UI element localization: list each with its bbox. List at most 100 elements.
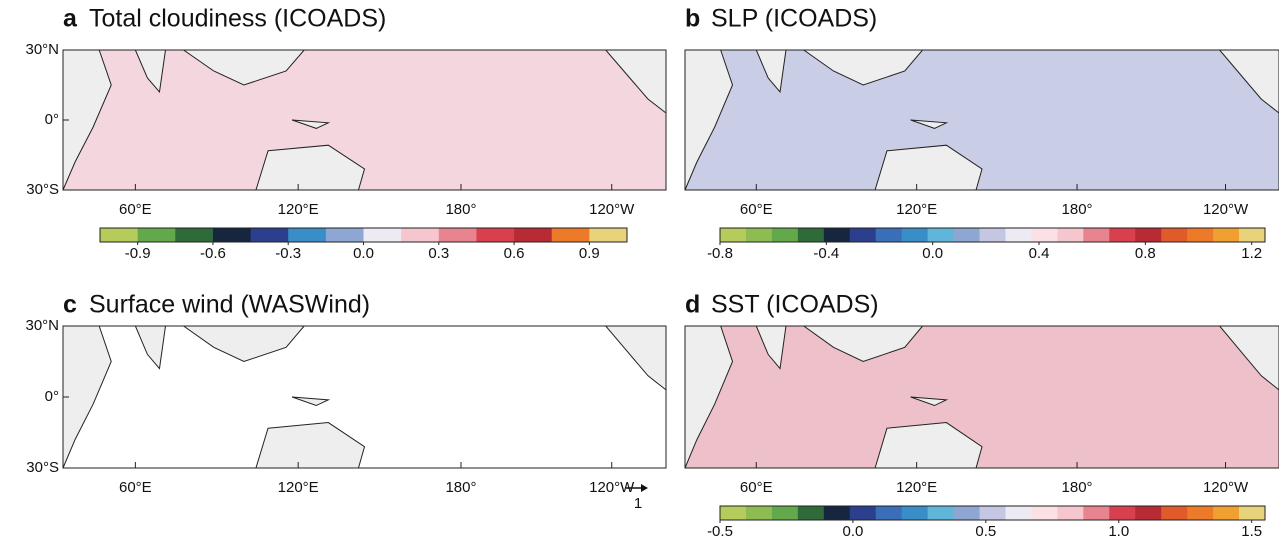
- map: [62, 49, 667, 191]
- ocean: [685, 50, 1279, 190]
- colorbar-cell: [979, 228, 1006, 242]
- land: [910, 119, 949, 129]
- colorbar-cell: [1213, 506, 1240, 520]
- colorbar-frame: [719, 505, 1266, 521]
- panel-letter: c: [63, 291, 77, 319]
- colorbar-label: 0.5: [975, 523, 996, 540]
- colorbar-cell: [589, 228, 628, 242]
- colorbar-cell: [250, 228, 289, 242]
- colorbar-cell: [1005, 228, 1032, 242]
- colorbar-cell: [720, 506, 747, 520]
- colorbar-cell: [1005, 506, 1032, 520]
- colorbar-cell: [849, 506, 877, 520]
- colorbar-cell: [745, 506, 773, 520]
- panel-title: Surface wind (WASWind): [89, 291, 370, 319]
- lon-label: 120°W: [589, 479, 635, 496]
- colorbar-cell: [875, 228, 903, 242]
- colorbar-cell: [901, 506, 929, 520]
- colorbar-cell: [1109, 228, 1136, 242]
- arrow-head: [641, 484, 648, 492]
- colorbar-cell: [1239, 506, 1266, 520]
- colorbar-cell: [953, 506, 981, 520]
- colorbar-cell: [175, 228, 214, 242]
- colorbar-cell: [771, 228, 799, 242]
- colorbar-cell: [1161, 506, 1188, 520]
- ocean: [63, 50, 666, 190]
- lon-label: 120°E: [896, 201, 937, 218]
- colorbar-cell: [100, 228, 139, 242]
- lon-label: 120°W: [589, 201, 635, 218]
- colorbar-cell: [401, 228, 440, 242]
- map: [62, 325, 667, 469]
- colorbar-cell: [551, 228, 590, 242]
- colorbar-cell: [1031, 506, 1058, 520]
- colorbar-label: 1.5: [1241, 523, 1262, 540]
- colorbar-cell: [1057, 506, 1084, 520]
- colorbar-cell: [953, 228, 981, 242]
- colorbar-cell: [1135, 228, 1162, 242]
- lon-label: 120°E: [896, 479, 937, 496]
- colorbar-cell: [1083, 506, 1110, 520]
- colorbar-label: 0.0: [353, 245, 374, 262]
- colorbar-label: 0.3: [428, 245, 449, 262]
- lon-label: 60°E: [119, 479, 152, 496]
- colorbar-cell: [1213, 228, 1240, 242]
- colorbar-cell: [927, 228, 955, 242]
- colorbar-cell: [476, 228, 515, 242]
- lon-label: 60°E: [740, 201, 773, 218]
- colorbar-cell: [1135, 506, 1162, 520]
- colorbar-cell: [212, 228, 252, 242]
- colorbar-cell: [1161, 228, 1188, 242]
- map-frame: [684, 325, 1279, 469]
- colorbar-cell: [720, 228, 747, 242]
- colorbar-label: 0.0: [922, 245, 943, 262]
- colorbar-cell: [875, 506, 903, 520]
- lat-label: 0°: [45, 388, 59, 405]
- colorbar-cell: [1057, 228, 1084, 242]
- land: [255, 422, 366, 469]
- colorbar-label: -0.9: [125, 245, 151, 262]
- colorbar-label: 1.2: [1241, 245, 1262, 262]
- colorbar-label: 0.4: [1029, 245, 1050, 262]
- colorbar-cell: [797, 228, 825, 242]
- land: [874, 144, 983, 191]
- colorbar-frame: [719, 227, 1266, 243]
- lon-label: 180°: [1062, 479, 1093, 496]
- colorbar-cell: [901, 228, 929, 242]
- panel-letter: a: [63, 5, 78, 33]
- colorbar-label: 0.6: [504, 245, 525, 262]
- colorbar-label: 0.0: [842, 523, 863, 540]
- land: [910, 396, 949, 407]
- colorbar-cell: [1239, 228, 1266, 242]
- lon-label: 180°: [445, 479, 476, 496]
- land: [255, 144, 366, 191]
- colorbar-label: -0.8: [707, 245, 733, 262]
- lat-label: 0°: [45, 111, 59, 128]
- ocean: [63, 326, 666, 468]
- panel-letter: b: [685, 5, 700, 33]
- lon-label: 180°: [1062, 201, 1093, 218]
- lat-label: 30°N: [25, 317, 59, 334]
- lat-label: 30°N: [25, 41, 59, 58]
- colorbar-cell: [288, 228, 327, 242]
- lon-label: 180°: [445, 201, 476, 218]
- lon-label: 120°W: [1203, 479, 1249, 496]
- lon-label: 120°E: [278, 201, 319, 218]
- colorbar-cell: [927, 506, 955, 520]
- colorbar-cell: [325, 228, 364, 242]
- panel-title: Total cloudiness (ICOADS): [89, 5, 386, 33]
- colorbar-label: -0.6: [200, 245, 226, 262]
- colorbar-label: -0.4: [813, 245, 839, 262]
- lon-label: 60°E: [119, 201, 152, 218]
- land: [291, 119, 331, 129]
- panel-letter: d: [685, 291, 700, 319]
- colorbar-cell: [514, 228, 553, 242]
- lon-label: 60°E: [740, 479, 773, 496]
- panel-title: SLP (ICOADS): [711, 5, 877, 33]
- colorbar-cell: [797, 506, 825, 520]
- land: [874, 422, 983, 469]
- colorbar-cell: [137, 228, 176, 242]
- map: [684, 325, 1279, 469]
- arrow-key-label: 1: [634, 495, 642, 512]
